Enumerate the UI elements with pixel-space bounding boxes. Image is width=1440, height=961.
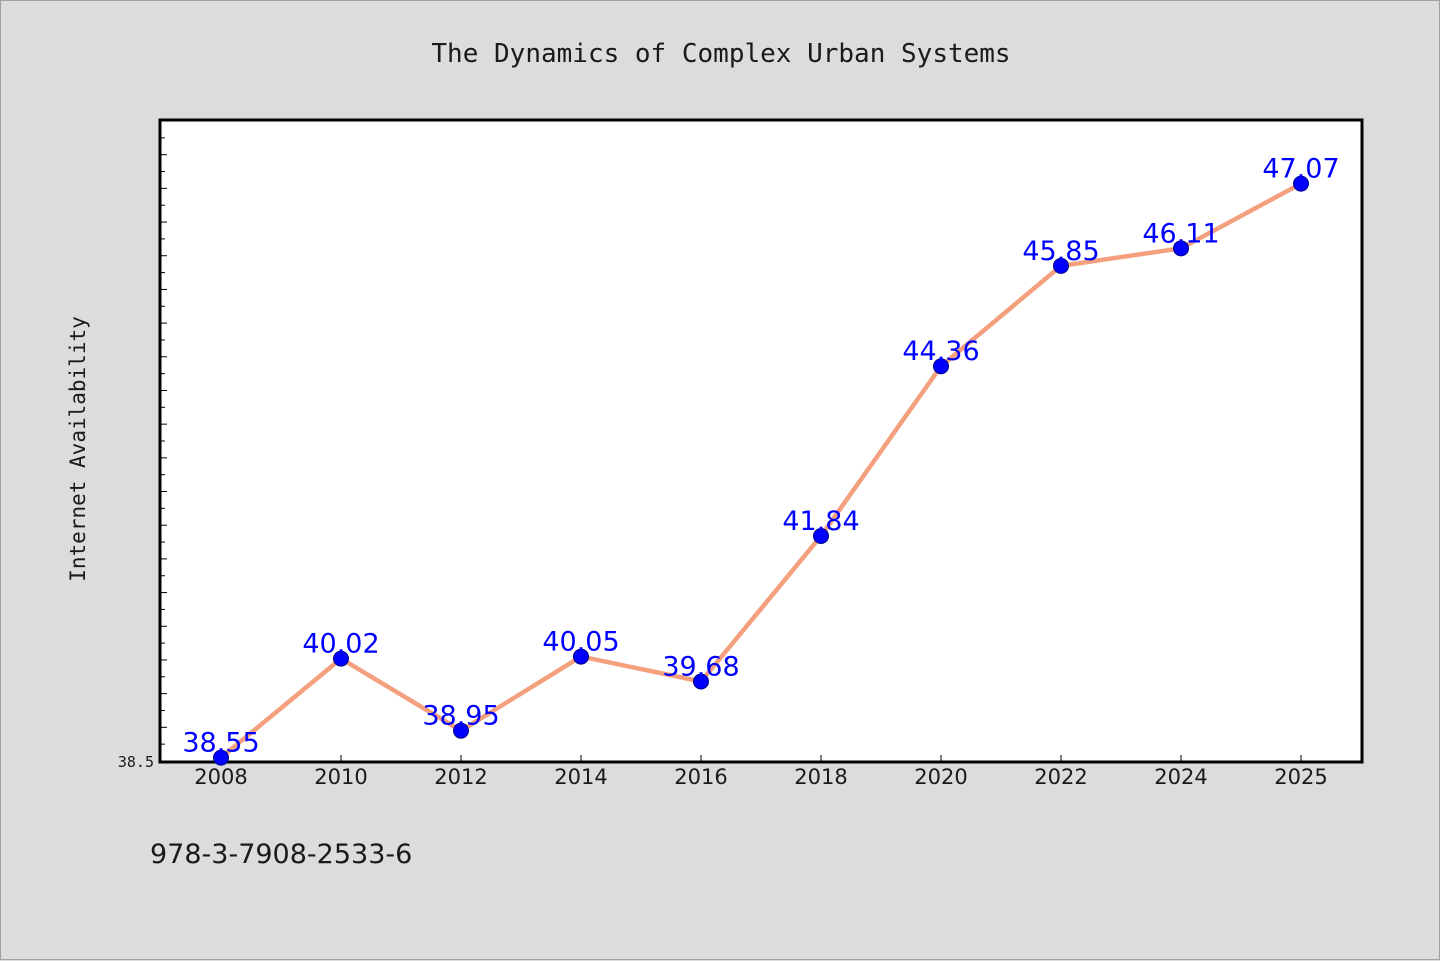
data-label: 47.07 — [1262, 154, 1339, 185]
y-tick-label: 38.5 — [118, 753, 154, 771]
plot-area — [158, 118, 1364, 764]
data-labels: 38.55 40.02 38.95 40.05 39.68 41.84 44.36 45.85… — [182, 154, 1339, 759]
data-point — [1053, 257, 1069, 274]
data-label: 45.85 — [1022, 236, 1099, 267]
x-tick-label: 2014 — [554, 765, 607, 789]
x-tick-label: 2022 — [1034, 765, 1087, 789]
x-tick-label: 2024 — [1154, 765, 1207, 789]
data-label: 40.02 — [302, 629, 379, 660]
data-point — [573, 648, 589, 665]
data-label: 40.05 — [542, 627, 619, 658]
x-axis-ticks: 2008 2010 2012 2014 2016 2018 2020 2022 2024 2025 — [194, 755, 1328, 789]
x-tick-label: 2025 — [1274, 765, 1327, 789]
x-tick-label: 2008 — [194, 765, 247, 789]
series-line — [218, 181, 1304, 760]
data-label: 41.84 — [782, 506, 859, 537]
data-label: 44.36 — [902, 336, 979, 367]
y-axis-ticks — [161, 120, 167, 745]
data-point — [693, 673, 709, 690]
x-tick-label: 2016 — [674, 765, 727, 789]
x-tick-label: 2018 — [794, 765, 847, 789]
x-tick-label: 2020 — [914, 765, 967, 789]
data-point — [213, 749, 229, 766]
x-tick-label: 2012 — [434, 765, 487, 789]
isbn-footer: 978-3-7908-2533-6 — [150, 839, 412, 870]
data-label: 39.68 — [662, 652, 739, 683]
data-point — [1173, 240, 1189, 257]
data-label: 38.95 — [422, 701, 499, 732]
data-point — [813, 527, 829, 544]
data-label: 46.11 — [1142, 218, 1219, 249]
data-point — [333, 650, 349, 667]
data-label: 38.55 — [182, 728, 259, 759]
x-tick-label: 2010 — [314, 765, 367, 789]
series-markers — [213, 175, 1309, 766]
y-axis-label: Internet Availability — [66, 316, 90, 582]
data-point — [453, 722, 469, 739]
data-point — [933, 358, 949, 375]
chart-title: The Dynamics of Complex Urban Systems — [431, 39, 1010, 69]
data-point — [1293, 175, 1309, 192]
